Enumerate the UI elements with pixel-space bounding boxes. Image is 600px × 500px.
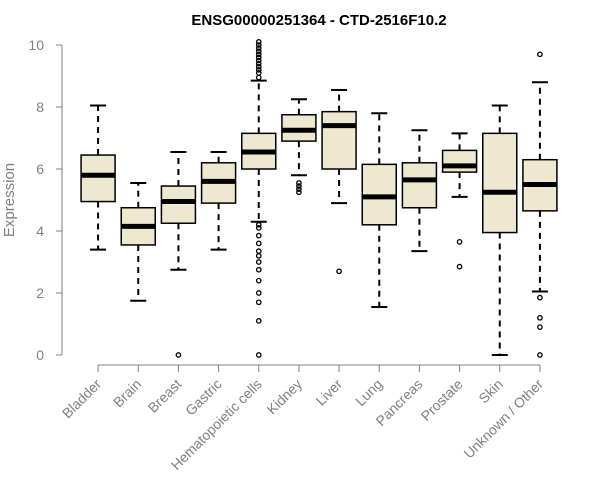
outlier-point	[255, 60, 262, 67]
outlier-point	[255, 45, 262, 51]
outlier-point	[296, 186, 302, 192]
outlier-point	[255, 299, 262, 306]
boxes-group	[80, 39, 558, 358]
outlier-point	[296, 183, 302, 189]
y-tick-label: 2	[36, 285, 44, 301]
outlier-point	[255, 70, 262, 76]
outlier-point	[537, 324, 543, 330]
outlier-point	[255, 221, 262, 228]
y-axis-label: Expression	[1, 163, 18, 237]
box-brain	[120, 181, 156, 302]
box-bladder	[80, 104, 116, 251]
iqr-box	[441, 149, 478, 173]
outlier-point	[537, 294, 543, 301]
box-liver	[321, 88, 357, 275]
x-tick-label: Breast	[145, 376, 185, 416]
box-kidney	[281, 98, 317, 196]
outlier-point	[537, 314, 543, 321]
outlier-point	[255, 259, 262, 265]
x-tick-label: Brain	[110, 376, 144, 410]
box-hematopoietic-cells	[241, 39, 277, 358]
y-tick-label: 8	[36, 99, 44, 115]
box-gastric	[200, 150, 237, 251]
outlier-point	[255, 74, 262, 81]
outlier-point	[255, 290, 262, 296]
outlier-point	[255, 232, 262, 239]
outlier-point	[175, 352, 182, 358]
outlier-point	[255, 318, 262, 324]
iqr-box	[80, 154, 116, 203]
chart-title: ENSG00000251364 - CTD-2516F10.2	[191, 12, 446, 29]
outlier-point	[255, 240, 262, 247]
y-axis: 0 2 4 6 8 10	[28, 37, 63, 363]
outlier-point	[255, 42, 262, 48]
outlier-point	[255, 277, 262, 284]
outlier-point	[255, 48, 262, 55]
box-skin	[482, 104, 518, 356]
y-tick-label: 10	[28, 37, 44, 53]
outlier-point	[456, 263, 463, 270]
outlier-point	[296, 189, 302, 196]
outlier-point	[255, 63, 262, 70]
outlier-point	[537, 51, 543, 58]
box-unknown-other	[522, 51, 558, 358]
box-breast	[160, 150, 197, 358]
iqr-box	[160, 185, 197, 225]
x-tick-label: Prostate	[418, 376, 466, 424]
x-tick-label: Kidney	[263, 376, 305, 418]
iqr-box	[401, 162, 438, 209]
outlier-point	[537, 352, 543, 358]
iqr-box	[482, 132, 518, 234]
outlier-point	[255, 225, 262, 231]
outlier-point	[336, 268, 342, 275]
x-tick-label: Lung	[352, 376, 385, 409]
x-tick-label: Skin	[475, 376, 506, 407]
outlier-point	[255, 57, 262, 64]
y-tick-label: 4	[36, 223, 44, 239]
outlier-point	[296, 180, 302, 186]
outlier-point	[255, 66, 262, 73]
outlier-point	[255, 39, 262, 45]
outlier-point	[456, 239, 463, 245]
outlier-point	[255, 248, 262, 254]
outlier-point	[255, 352, 262, 358]
box-pancreas	[401, 129, 438, 253]
outlier-point	[255, 54, 262, 61]
x-tick-label: Liver	[312, 376, 345, 409]
y-tick-label: 6	[36, 161, 44, 177]
outlier-point	[255, 266, 262, 273]
outlier-point	[255, 252, 262, 259]
box-lung	[361, 112, 397, 308]
x-tick-label: Bladder	[59, 376, 105, 422]
box-prostate	[441, 132, 478, 270]
outlier-point	[255, 51, 262, 58]
y-tick-label: 0	[36, 347, 44, 363]
iqr-box	[321, 110, 357, 170]
